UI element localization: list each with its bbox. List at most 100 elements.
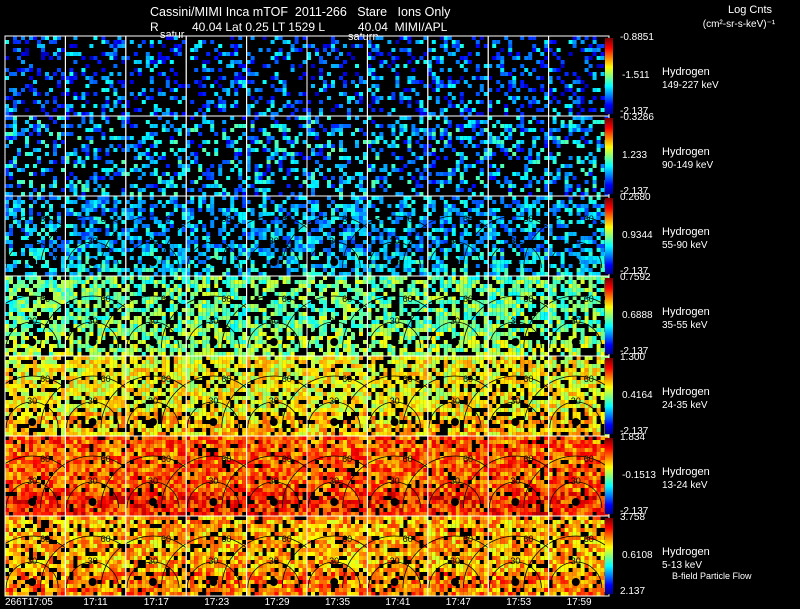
- contour-label-60: 60: [523, 534, 533, 544]
- colorbar-min: -2.137: [620, 346, 649, 357]
- image-cell: [65, 36, 126, 116]
- contour-label-60: 60: [101, 294, 111, 304]
- colorbar: [605, 358, 613, 435]
- contour-label-60: 60: [40, 534, 50, 544]
- contour-label-30: 30: [329, 476, 339, 486]
- saturn-marker: [28, 338, 37, 346]
- contour-label-30: 30: [390, 396, 400, 406]
- contour-30: [247, 561, 301, 589]
- contour-30: [549, 561, 603, 589]
- saturn-marker: [148, 338, 157, 346]
- saturn-marker: [148, 498, 157, 506]
- contour-label-60: 60: [463, 534, 473, 544]
- saturn-marker: [330, 418, 339, 426]
- contour-label-60: 60: [584, 294, 594, 304]
- saturn-marker: [28, 258, 37, 266]
- contour-30: [307, 321, 361, 349]
- contour-label-60: 60: [584, 534, 594, 544]
- contour-30: [549, 401, 603, 429]
- contour-30: [5, 401, 59, 429]
- colorbar-max: 3.758: [620, 512, 646, 523]
- colorbar-max: 1.834: [620, 432, 646, 443]
- contour-label-30: 30: [208, 396, 218, 406]
- image-cell: 30 60: [281, 516, 387, 596]
- image-cell: 30 60: [100, 356, 206, 436]
- species-label: Hydrogen: [662, 386, 710, 398]
- chart-subtitle: R 40.04 Lat 0.25 LT 1529 L 40.04 MIMI/AP…: [150, 20, 448, 34]
- colorbar-min: -2.137: [620, 426, 649, 437]
- contour-label-30: 30: [450, 396, 460, 406]
- image-cell: 30 60: [160, 276, 266, 356]
- time-tick-label: 17:47: [445, 597, 471, 608]
- contour-60: [523, 455, 629, 509]
- contour-label-60: 60: [584, 454, 594, 464]
- contour-label-30: 30: [208, 476, 218, 486]
- contour-label-30: 30: [208, 236, 218, 246]
- contour-30: [428, 321, 482, 349]
- contour-label-60: 60: [282, 374, 292, 384]
- contour-label-60: 60: [40, 454, 50, 464]
- saturn-marker: [148, 418, 157, 426]
- contour-label-30: 30: [148, 556, 158, 566]
- contour-label-60: 60: [403, 454, 413, 464]
- image-cell: 30 60: [281, 276, 387, 356]
- contour-label-30: 30: [571, 476, 581, 486]
- contour-30: [186, 561, 240, 589]
- contour-30: [5, 321, 59, 349]
- contour-label-60: 60: [221, 294, 231, 304]
- contour-30: [549, 241, 603, 269]
- contour-label-60: 60: [40, 214, 50, 224]
- contour-30: [549, 321, 603, 349]
- contour-30: [186, 481, 240, 509]
- image-cell: 30 60: [342, 516, 447, 596]
- contour-30: [126, 481, 180, 509]
- contour-label-30: 30: [510, 236, 520, 246]
- image-cell: [125, 36, 186, 116]
- contour-30: [428, 561, 482, 589]
- saturn-marker: [88, 498, 97, 506]
- saturn-marker: [88, 418, 97, 426]
- image-cell: 30 60: [0, 196, 85, 276]
- contour-label-30: 30: [148, 396, 158, 406]
- contour-30: [247, 241, 301, 269]
- saturn-marker: [148, 578, 157, 586]
- contour-label-60: 60: [40, 374, 50, 384]
- image-cell: 30 60: [221, 436, 327, 516]
- image-cell: [246, 116, 307, 196]
- colorbar-mid: 1.233: [622, 150, 648, 161]
- colorbar-unit-subtitle: (cm²-sr-s-keV)⁻¹: [702, 19, 776, 30]
- image-cell: 30 60: [160, 356, 266, 436]
- saturn-marker: [269, 418, 278, 426]
- energy-label: 5-13 keV: [662, 560, 703, 571]
- energy-label: 149-227 keV: [662, 80, 719, 91]
- saturn-marker: [450, 498, 459, 506]
- contour-30: [66, 321, 119, 349]
- contour-60: [523, 215, 629, 269]
- contour-label-30: 30: [88, 476, 98, 486]
- saturn-marker: [330, 498, 339, 506]
- image-cell: 30 60: [0, 436, 85, 516]
- saturn-marker: [511, 258, 520, 266]
- contour-label-30: 30: [208, 556, 218, 566]
- saturn-marker: [28, 498, 37, 506]
- saturn-marker: [209, 418, 218, 426]
- saturn-marker: [511, 498, 520, 506]
- colorbar-max: -0.3286: [620, 112, 654, 123]
- time-tick-label: 17:59: [566, 597, 592, 608]
- contour-30: [5, 561, 59, 589]
- contour-label-30: 30: [571, 236, 581, 246]
- contour-label-30: 30: [27, 316, 37, 326]
- contour-label-30: 30: [510, 476, 520, 486]
- contour-30: [368, 241, 421, 269]
- saturn-marker: [571, 338, 580, 346]
- contour-label-30: 30: [148, 316, 158, 326]
- colorbar-mid: 0.6108: [622, 550, 653, 561]
- contour-label-30: 30: [510, 396, 520, 406]
- image-cell: 30 60: [342, 196, 447, 276]
- contour-label-60: 60: [282, 534, 292, 544]
- contour-30: [549, 481, 603, 509]
- contour-label-60: 60: [342, 214, 352, 224]
- contour-30: [247, 481, 301, 509]
- saturn-marker: [148, 258, 157, 266]
